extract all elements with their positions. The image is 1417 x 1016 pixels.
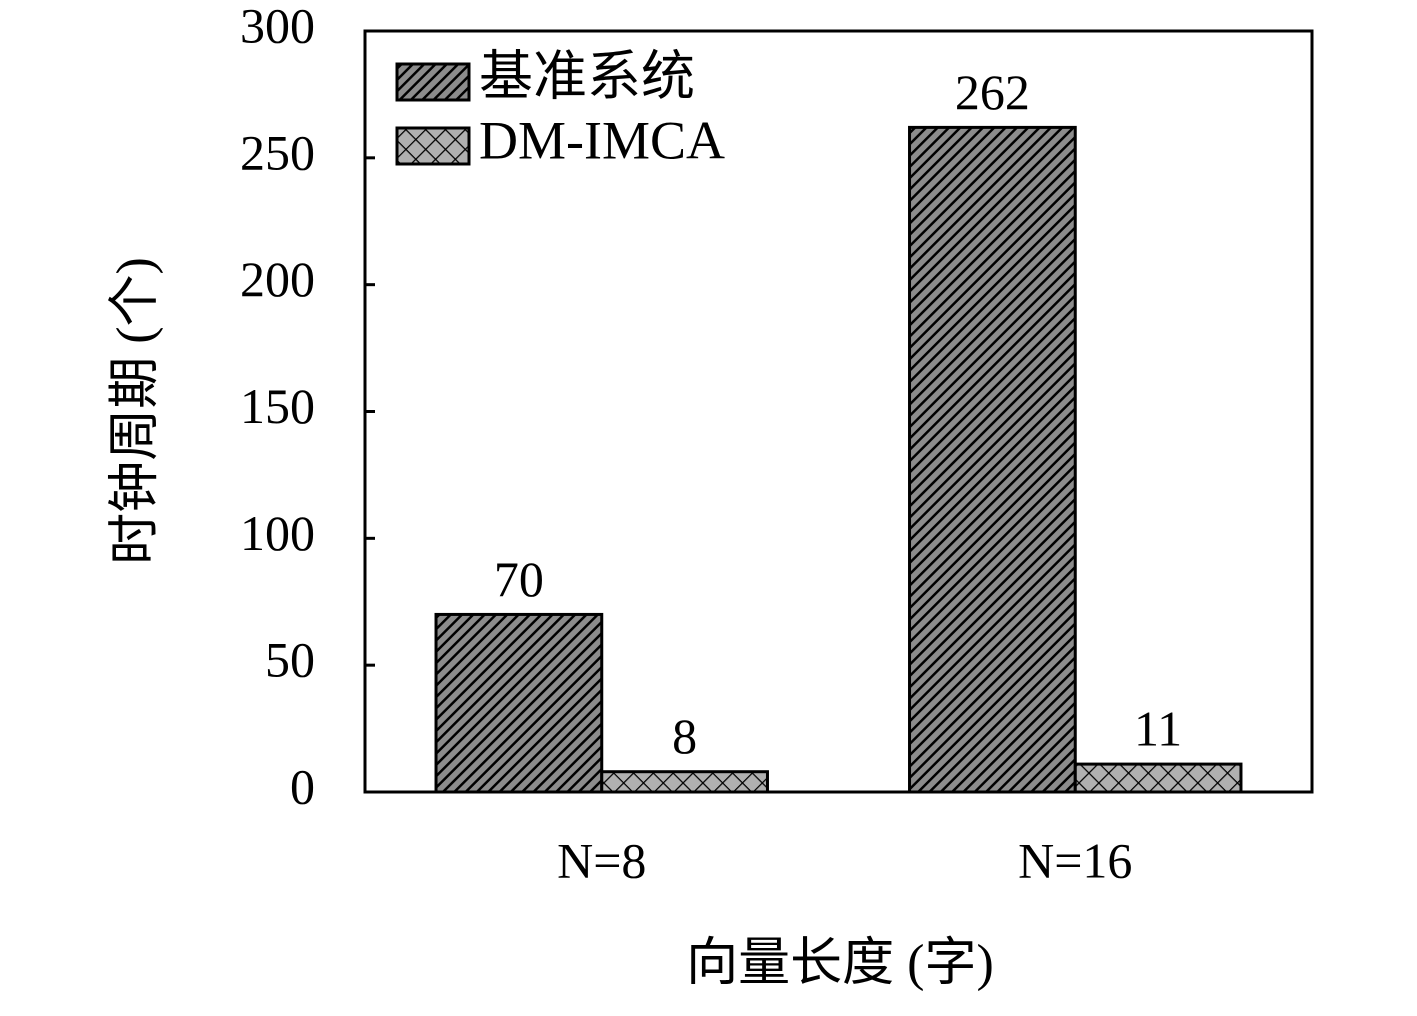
y-tick-label: 100: [240, 505, 315, 561]
value-label: 8: [672, 708, 697, 764]
x-tick-label: N=16: [1018, 832, 1132, 888]
x-tick-label: N=8: [557, 832, 646, 888]
value-label: 11: [1134, 701, 1182, 757]
y-tick-label: 250: [240, 124, 315, 180]
value-label: 262: [955, 64, 1030, 120]
hatch: [395, 62, 471, 102]
hatch: [600, 770, 769, 794]
bar-group: [1073, 762, 1243, 794]
hatch: [908, 125, 1077, 794]
hatch: [1073, 762, 1243, 794]
bar-group: [600, 770, 769, 794]
hatch: [434, 612, 604, 794]
hatch: [395, 126, 471, 166]
y-tick-label: 300: [240, 0, 315, 53]
bar-group: [395, 126, 471, 166]
plot-frame: [363, 29, 1314, 794]
bar-group: [908, 125, 1077, 794]
value-label: 70: [494, 551, 544, 607]
y-tick-label: 0: [290, 758, 315, 814]
y-axis-label: 时钟周期 (个): [107, 257, 164, 565]
bar-group: [395, 62, 471, 102]
y-tick-label: 50: [265, 632, 315, 688]
y-tick-label: 150: [240, 378, 315, 434]
legend-label: 基准系统: [479, 46, 695, 106]
legend-label: DM-IMCA: [479, 110, 725, 170]
x-axis-label: 向量长度 (字): [686, 935, 994, 992]
y-tick-label: 200: [240, 251, 315, 307]
bar-group: [434, 612, 604, 794]
